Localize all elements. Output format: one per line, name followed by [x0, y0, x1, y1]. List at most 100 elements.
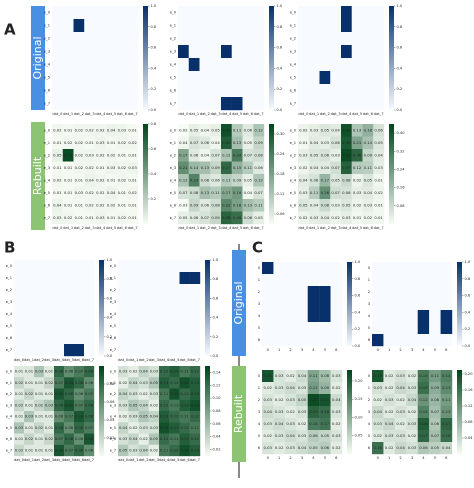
cell	[284, 418, 297, 431]
cell	[169, 320, 180, 333]
cell-label: 0.04	[396, 385, 405, 390]
cell-label: 0.05	[309, 445, 318, 450]
cell-label: 0.02	[107, 202, 116, 207]
cell-label: 0.05	[129, 402, 138, 407]
cell-label: 0.12	[160, 402, 169, 407]
colorbar-tick-label: 0.0	[151, 108, 157, 112]
cell-label: 0.05	[321, 127, 330, 132]
cell	[127, 71, 139, 85]
colorbar-tick-label: 0.4	[465, 310, 471, 314]
cell-label: 0.22	[309, 397, 318, 402]
cell-label: 0.02	[298, 421, 307, 426]
cell	[319, 298, 331, 311]
cell	[105, 97, 117, 111]
cell	[296, 262, 308, 275]
cell	[95, 19, 106, 33]
cell	[440, 406, 453, 419]
cell	[14, 366, 25, 378]
cell-label: 0.11	[180, 414, 189, 419]
cell	[273, 310, 286, 323]
cell-label: 0.01	[353, 215, 362, 220]
cell	[341, 45, 352, 59]
cell	[273, 406, 286, 419]
cell	[179, 320, 190, 333]
cell	[221, 199, 232, 212]
cell	[178, 19, 189, 33]
cell	[307, 274, 320, 287]
cell	[383, 382, 396, 395]
cell	[429, 286, 441, 299]
cell-label: 0.02	[275, 445, 284, 450]
cell-label: 0.07	[55, 436, 64, 441]
cell-label: 0.03	[396, 373, 405, 378]
cell	[308, 199, 320, 212]
cell	[308, 71, 320, 85]
cell	[64, 444, 75, 457]
cell-label: 0.06	[254, 165, 263, 170]
cell-label: 0.09	[431, 385, 440, 390]
cell	[417, 382, 430, 395]
cell	[330, 274, 343, 287]
cell-label: 0.03	[299, 152, 308, 157]
cell-label: 0.02	[15, 380, 24, 385]
cell	[14, 411, 25, 423]
cell	[330, 6, 342, 20]
cell	[253, 211, 265, 225]
cell-label: 0.01	[15, 369, 24, 374]
cell-label: 0.07	[85, 391, 94, 396]
cell	[242, 71, 254, 85]
cell-label: 0.02	[85, 165, 94, 170]
cell	[231, 161, 243, 175]
cell	[128, 377, 139, 389]
cell	[341, 136, 352, 150]
y-tick-label: e_7	[170, 102, 176, 106]
cell	[373, 186, 385, 200]
cell-label: 0.26	[321, 190, 330, 195]
cell	[330, 149, 342, 162]
colorbar-tick-label: 0.6	[151, 147, 157, 151]
cell	[44, 284, 55, 297]
cell-label: 0.03	[107, 165, 116, 170]
cell-label: 0.07	[75, 402, 84, 407]
cell-label: 0.06	[321, 445, 330, 450]
cell	[138, 433, 149, 445]
x-tick-label: dat_5	[232, 112, 242, 116]
x-tick-label: dat_0	[178, 112, 189, 116]
cell	[406, 274, 418, 287]
y-tick-label: e_0	[6, 264, 13, 268]
y-tick-label: 6	[258, 446, 261, 450]
cell-label: 0.02	[128, 140, 137, 145]
cell	[159, 411, 170, 423]
cell	[84, 161, 96, 175]
cell	[24, 308, 35, 321]
cell	[308, 136, 320, 150]
y-tick-label: 4	[368, 314, 371, 318]
cell	[188, 32, 200, 46]
cell	[351, 84, 363, 98]
cell-label: 0.03	[129, 447, 138, 452]
cell	[330, 406, 343, 419]
cell	[95, 174, 106, 187]
y-tick-label: e_1	[290, 141, 296, 145]
cell	[169, 422, 180, 434]
cell	[44, 260, 55, 273]
cell	[307, 298, 320, 311]
cell-label: 0.03	[15, 425, 24, 430]
cell-label: 0.08	[75, 447, 84, 452]
x-tick-label: 4	[422, 348, 425, 352]
cell	[148, 308, 160, 321]
colorbar-tick-label: 0.8	[465, 277, 471, 281]
cell-label: 0.03	[310, 215, 319, 220]
cell	[330, 97, 342, 111]
cell	[148, 377, 160, 389]
cell	[330, 124, 342, 137]
cell	[128, 332, 139, 345]
x-tick-label: dat_1	[128, 458, 138, 462]
cell	[116, 19, 128, 33]
y-tick-label: 1	[368, 386, 370, 390]
cell	[148, 272, 160, 285]
cell	[362, 97, 374, 111]
cell	[118, 399, 129, 412]
cell	[296, 430, 308, 443]
cell	[95, 211, 106, 225]
